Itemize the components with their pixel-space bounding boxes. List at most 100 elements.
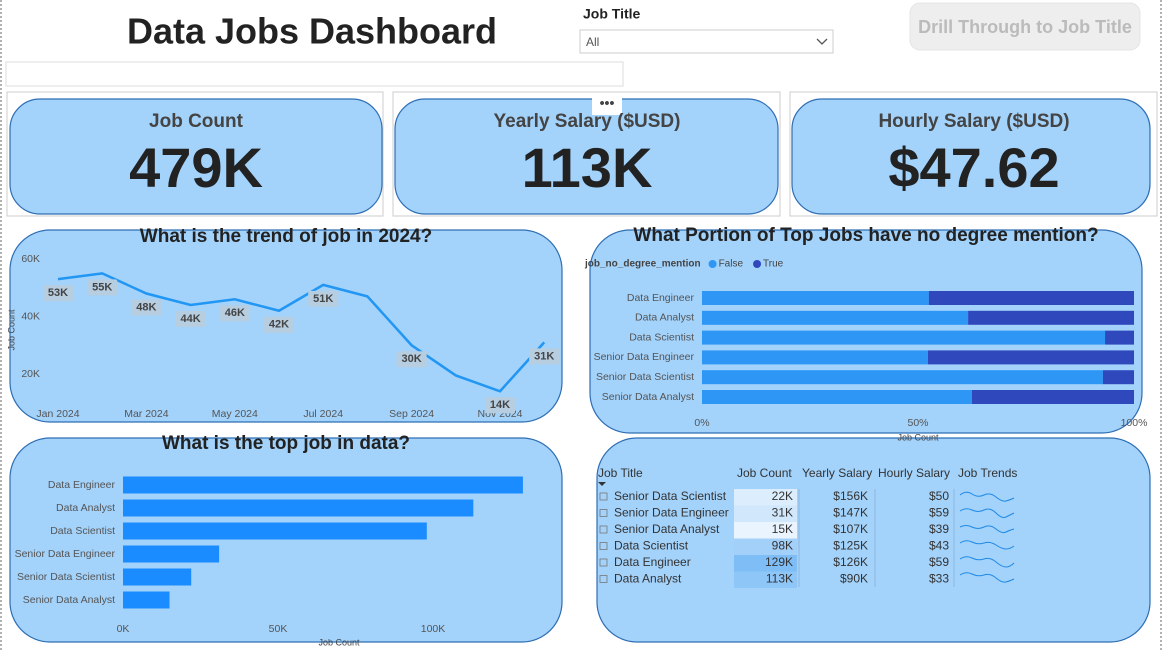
- data-label-box: [131, 299, 162, 316]
- kpi-label: Job Count: [149, 111, 244, 132]
- y-tick-label: 60K: [21, 253, 40, 265]
- legend-swatch: [753, 260, 762, 268]
- x-axis-label: Job Count: [897, 432, 939, 442]
- expand-icon[interactable]: [599, 575, 608, 583]
- sort-arrow: [598, 482, 606, 486]
- y-axis-label: Job Count: [6, 309, 16, 351]
- drill-button-label[interactable]: Drill Through to Job Title: [918, 17, 1132, 37]
- column-header: Job Title: [598, 466, 643, 480]
- kpi-frame: [392, 91, 781, 217]
- data-label: 44K: [181, 313, 201, 325]
- y-tick-label: 20K: [21, 368, 40, 380]
- table-cell: $50: [929, 489, 949, 503]
- table-cell: Senior Data Scientist: [614, 489, 727, 503]
- chart-card: [9, 437, 563, 643]
- data-label: 48K: [136, 301, 156, 313]
- expand-icon[interactable]: [599, 525, 608, 534]
- x-axis-label: Job Count: [318, 637, 360, 647]
- legend-label: True: [763, 259, 784, 270]
- dashboard-title: Data Jobs Dashboard: [127, 11, 497, 52]
- job-count-cell: [734, 571, 797, 588]
- legend-title: job_no_degree_mention: [584, 259, 701, 270]
- table-cell: $43: [929, 539, 949, 553]
- bar: [702, 390, 972, 404]
- x-tick-label: 0%: [694, 417, 709, 429]
- bar: [123, 591, 170, 609]
- bar: [123, 545, 220, 563]
- table-cell: $125K: [833, 539, 868, 553]
- kpi-card: [394, 98, 779, 215]
- more-options[interactable]: [592, 97, 622, 115]
- dropdown-arrow[interactable]: [816, 38, 828, 45]
- expand-icon[interactable]: [599, 492, 608, 501]
- bar: [972, 390, 1134, 404]
- expand-icon[interactable]: [599, 509, 608, 517]
- job-count-cell: [734, 522, 797, 539]
- y-tick-label: Senior Data Scientist: [17, 571, 115, 583]
- filter-value[interactable]: All: [586, 35, 599, 49]
- filter-dropdown[interactable]: [579, 29, 834, 54]
- table-cell: Senior Data Analyst: [614, 522, 720, 536]
- table-cell: 31K: [772, 506, 793, 520]
- data-label: 31K: [534, 350, 554, 362]
- sparkline: [959, 540, 1015, 550]
- bar: [1102, 370, 1134, 385]
- bar: [123, 522, 427, 540]
- table-cell: $90K: [840, 572, 868, 586]
- kpi-frame: [6, 91, 384, 217]
- x-tick-label: 50%: [907, 417, 928, 429]
- drill-button[interactable]: [909, 2, 1141, 51]
- kpi-value: 479K: [129, 136, 263, 199]
- chart-title: What Portion of Top Jobs have no degree …: [633, 225, 1098, 246]
- table-cell: Senior Data Engineer: [614, 506, 729, 520]
- bar: [1105, 330, 1134, 345]
- kpi-card: [9, 98, 383, 215]
- job-count-cell: [734, 489, 797, 506]
- x-tick-label: 100%: [1121, 417, 1148, 429]
- data-label: 51K: [313, 293, 333, 305]
- y-tick-label: Senior Data Analyst: [602, 391, 694, 403]
- legend-swatch: [708, 260, 717, 268]
- data-label: 42K: [269, 319, 289, 331]
- chart-title: What is the trend of job in 2024?: [140, 226, 432, 247]
- expand-icon[interactable]: [599, 558, 608, 567]
- y-tick-label: Data Scientist: [50, 525, 115, 537]
- data-label-box: [43, 285, 73, 302]
- x-tick-label: Mar 2024: [124, 408, 169, 420]
- column-header: Job Trends: [958, 466, 1017, 480]
- column-header: Yearly Salary: [802, 466, 872, 480]
- data-label-box: [175, 311, 206, 328]
- column-header: Hourly Salary: [878, 466, 950, 480]
- y-tick-label: Data Scientist: [629, 331, 694, 343]
- sparkline: [959, 572, 1015, 583]
- table-cell: $107K: [833, 522, 868, 536]
- data-label: 55K: [92, 281, 112, 293]
- table-cell: Data Analyst: [614, 572, 682, 586]
- expand-icon[interactable]: [599, 542, 608, 550]
- table-cell: 98K: [772, 539, 793, 553]
- sparkline: [959, 556, 1015, 568]
- x-tick-label: 50K: [269, 623, 288, 635]
- table-cell: $59: [929, 506, 949, 520]
- bar: [702, 330, 1106, 345]
- bar: [702, 370, 1103, 385]
- bar: [702, 350, 928, 365]
- bar: [123, 476, 523, 494]
- data-label: 30K: [402, 353, 422, 365]
- sparkline: [959, 491, 1015, 502]
- more-options-dots[interactable]: •••: [600, 95, 615, 111]
- data-label-box: [485, 397, 515, 414]
- table-cell: 15K: [772, 522, 793, 536]
- bar: [702, 291, 929, 305]
- kpi-label: Hourly Salary ($USD): [878, 111, 1069, 132]
- data-label-box: [529, 348, 560, 365]
- bar: [123, 568, 192, 586]
- chart-title: What is the top job in data?: [162, 433, 410, 454]
- sparkline: [959, 525, 1015, 534]
- x-tick-label: Jul 2024: [303, 408, 343, 420]
- kpi-value: $47.62: [888, 136, 1059, 199]
- y-tick-label: Data Engineer: [48, 479, 116, 491]
- bar: [123, 499, 474, 517]
- table-cell: Data Engineer: [614, 555, 691, 569]
